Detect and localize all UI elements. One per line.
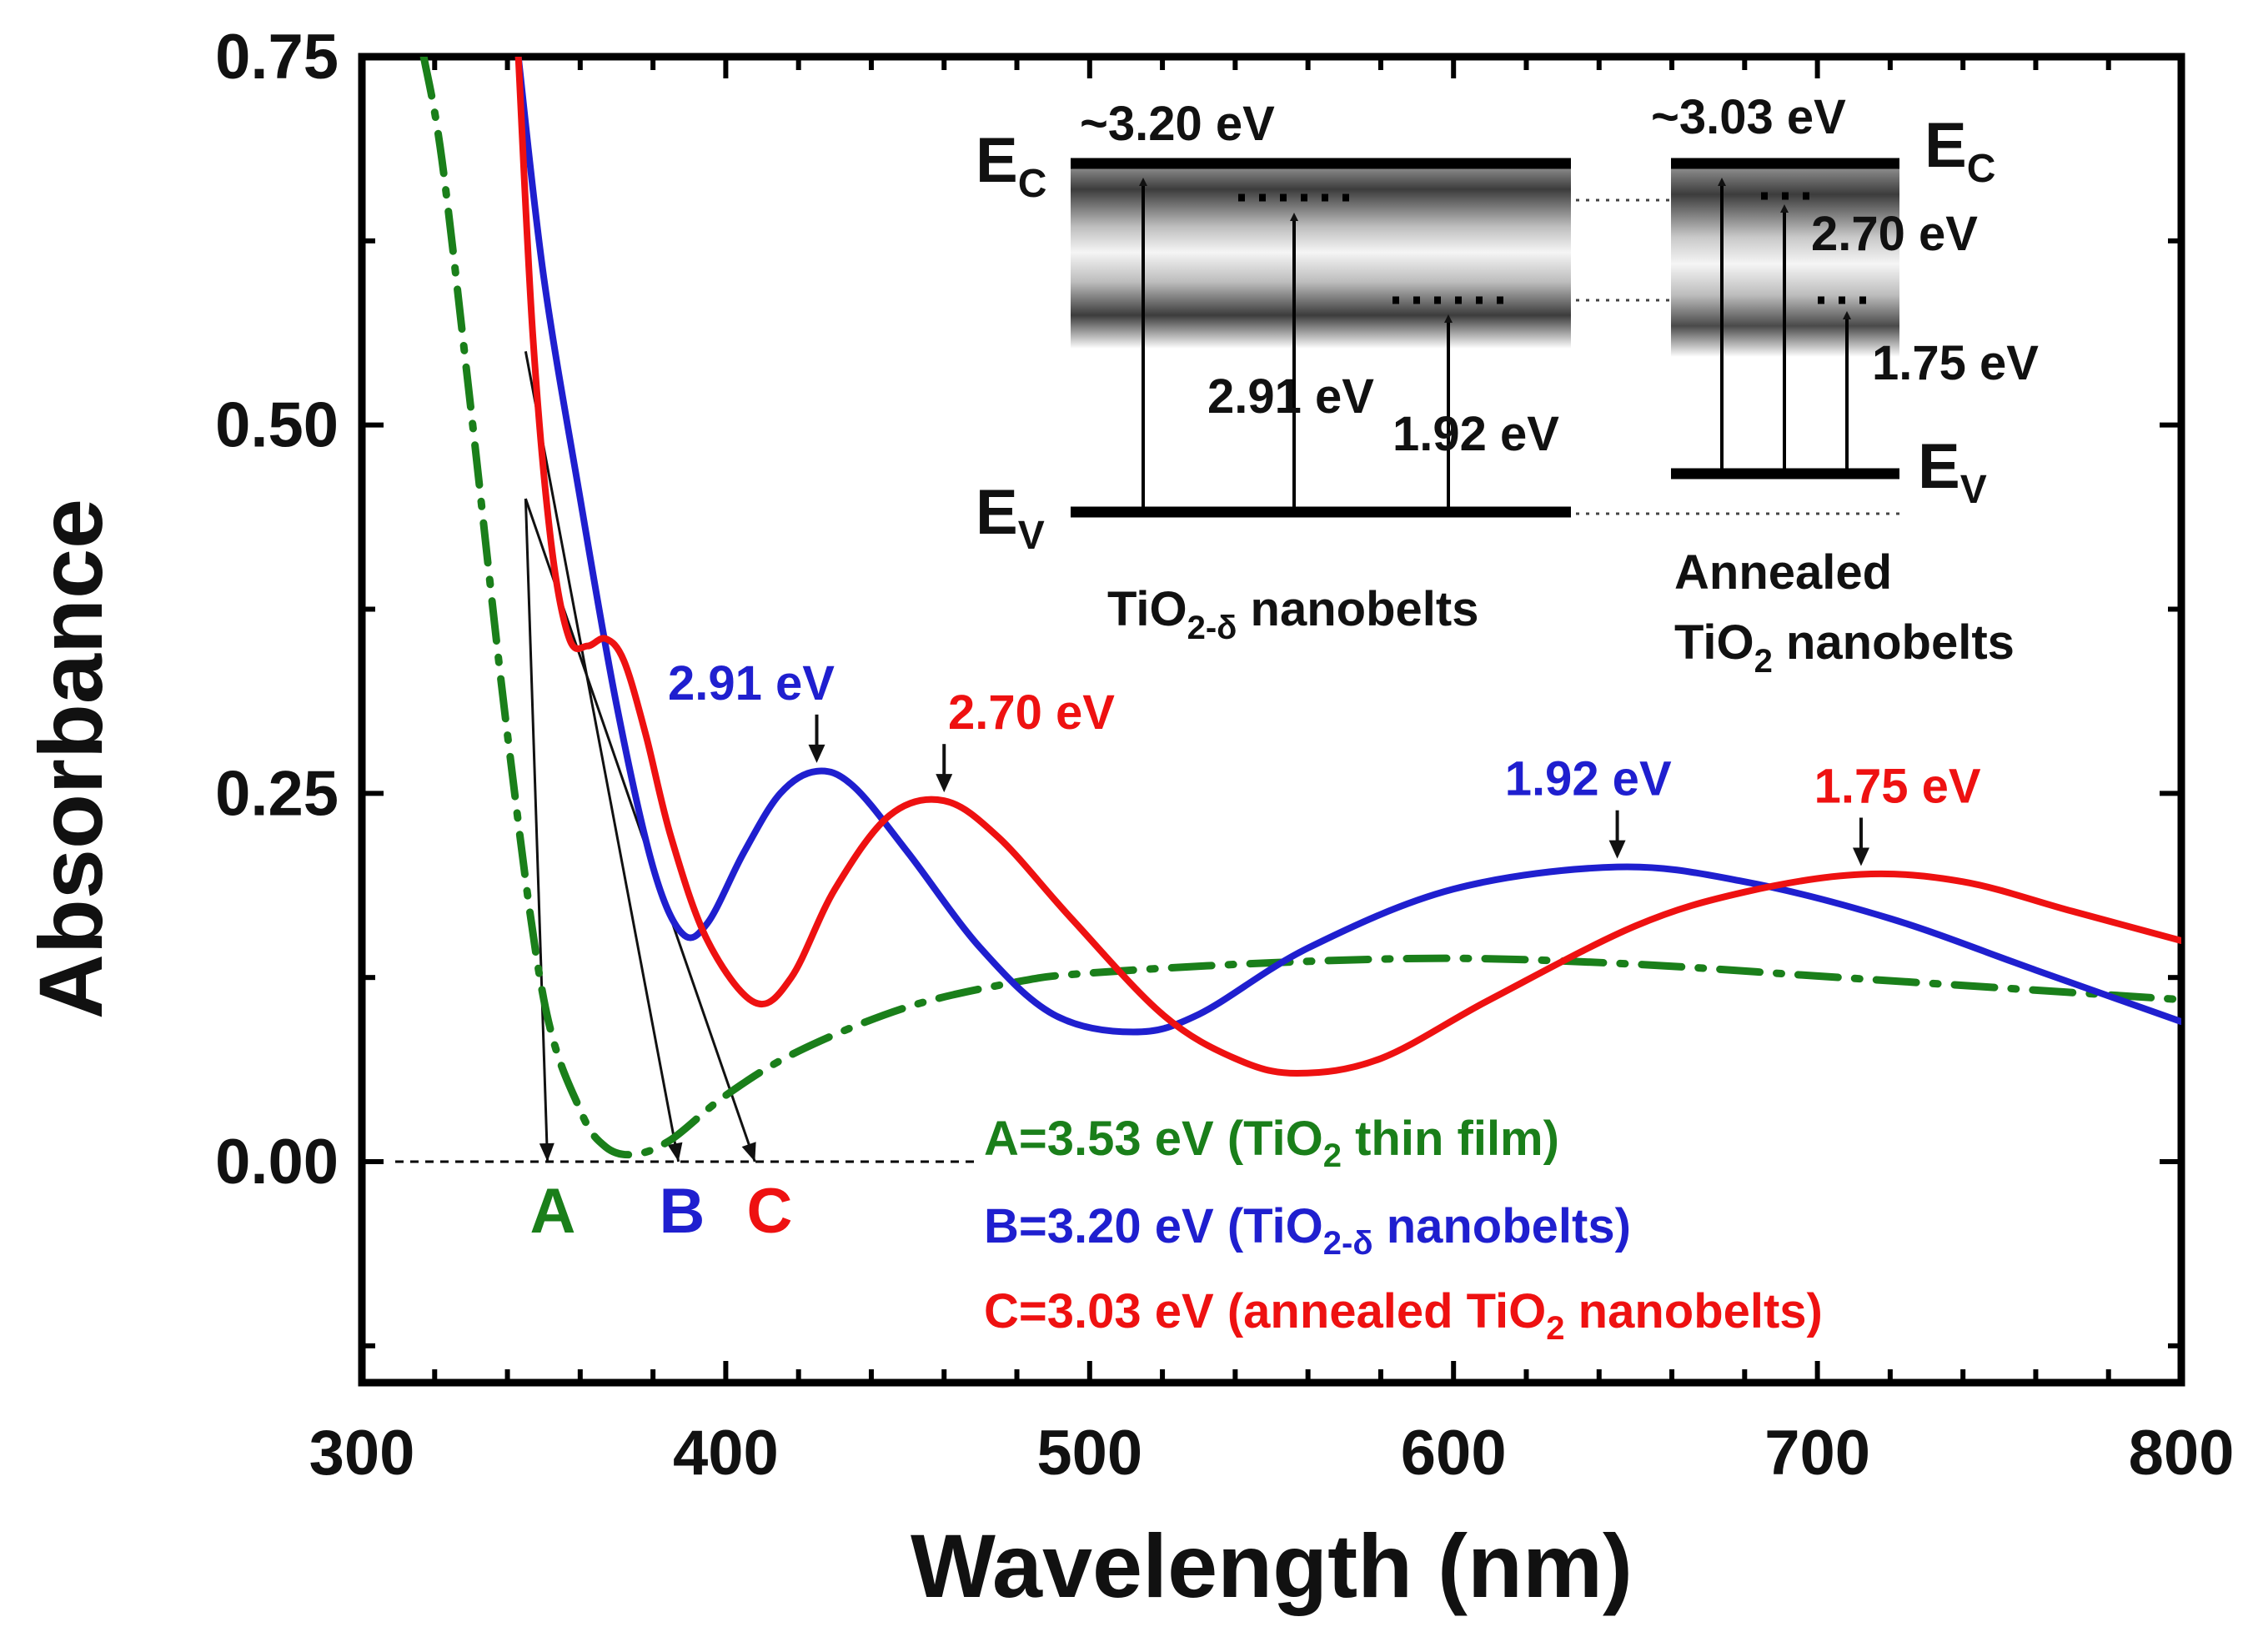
left-ec-label: EC (976, 125, 1046, 206)
peak-marker: 1.92 eV (1505, 752, 1672, 859)
axis-tick-labels: 300 400 500 600 700 800 0.00 0.25 0.50 0.75 (215, 22, 2234, 1489)
legend-a-text: A=3.53 eV (TiO (984, 1112, 1323, 1166)
legend-c-text: C=3.03 eV (annealed TiO (984, 1284, 1546, 1338)
peak-marker: 1.75 eV (1814, 760, 1981, 866)
legend-a-sub: 2 (1323, 1137, 1342, 1174)
right-ev-sub: V (1960, 468, 1987, 512)
label-a: A (530, 1176, 576, 1247)
axis-ticks (359, 54, 2184, 1383)
peak-arrowhead (1852, 847, 1869, 866)
right-caption-line2: TiO2 nanobelts (1674, 615, 2015, 680)
left-ev-label: EV (976, 477, 1045, 558)
legend-entry-b: B=3.20 eV (TiO2-δ nanobelts) (984, 1199, 1631, 1262)
x-tick-label: 700 (1764, 1418, 1870, 1489)
extrapolation-arrowhead (667, 1142, 683, 1162)
extrapolation-b (524, 351, 683, 1162)
right-ev-e: E (1918, 431, 1960, 502)
left-top-energy: ~3.20 eV (1080, 97, 1275, 151)
y-tick-label: 0.75 (215, 22, 339, 93)
peak-label: 2.70 eV (948, 685, 1115, 740)
peak-label: 1.75 eV (1814, 760, 1981, 814)
legend-b-post: nanobelts) (1373, 1199, 1631, 1253)
left-ev-e: E (976, 477, 1018, 548)
band-diagram-inset: ~3.20 eV EC EV 2.91 eV 1.92 eV TiO2-δ na… (976, 90, 2039, 680)
left-transition-192: 1.92 eV (1392, 407, 1559, 461)
left-band-gradient (1071, 163, 1571, 349)
extrapolation-arrowhead (741, 1142, 756, 1162)
legend-c-sub: 2 (1546, 1310, 1564, 1347)
peak-arrowhead (808, 744, 825, 763)
right-top-energy: ~3.03 eV (1651, 90, 1846, 144)
extrapolation-line (524, 351, 680, 1162)
legend: A=3.53 eV (TiO2 thin film) B=3.20 eV (Ti… (984, 1112, 1823, 1347)
x-tick-label: 400 (673, 1418, 779, 1489)
legend-entry-c: C=3.03 eV (annealed TiO2 nanobelts) (984, 1284, 1823, 1347)
peak-markers: 2.91 eV 2.70 eV 1.92 eV 1.75 eV (668, 656, 1981, 866)
label-c: C (747, 1176, 793, 1247)
series-layer (419, 57, 2181, 1159)
label-b: B (660, 1176, 705, 1247)
x-tick-label: 800 (2129, 1418, 2235, 1489)
peak-label: 2.91 eV (668, 656, 835, 711)
right-caption-line1: Annealed (1674, 545, 1892, 600)
right-transition-270: 2.70 eV (1811, 207, 1978, 261)
right-caption-sub: 2 (1754, 643, 1773, 680)
left-ec-e: E (976, 125, 1018, 196)
y-tick-label: 0.00 (215, 1127, 339, 1198)
right-transition-175: 1.75 eV (1872, 336, 2039, 390)
plot-frame (358, 53, 2185, 1387)
legend-b-text: B=3.20 eV (TiO (984, 1199, 1323, 1253)
peak-label: 1.92 eV (1505, 752, 1672, 806)
left-ev-sub: V (1018, 514, 1045, 558)
left-ec-sub: C (1018, 162, 1047, 206)
y-tick-label: 0.50 (215, 390, 339, 461)
legend-entry-a: A=3.53 eV (TiO2 thin film) (984, 1112, 1559, 1174)
left-caption-pre: TiO (1107, 582, 1187, 636)
extrapolation-lines (524, 351, 756, 1162)
left-caption-sub: 2-δ (1187, 610, 1237, 646)
x-tick-label: 500 (1036, 1418, 1142, 1489)
right-caption-post: nanobelts (1773, 615, 2015, 670)
y-axis-title: Absorbance (20, 499, 121, 1019)
peak-marker: 2.70 eV (936, 685, 1115, 793)
peak-arrowhead (1608, 840, 1626, 859)
extrapolation-arrowhead (539, 1142, 554, 1162)
y-tick-label: 0.25 (215, 758, 339, 829)
right-ec-sub: C (1967, 147, 1996, 191)
series-line-0 (419, 57, 2181, 1159)
legend-b-sub: 2-δ (1323, 1225, 1373, 1262)
legend-c-post: nanobelts) (1565, 1284, 1823, 1338)
left-caption-post: nanobelts (1237, 582, 1478, 636)
extrapolation-line (524, 498, 549, 1162)
series-line-1 (514, 57, 2181, 1036)
right-ec-label: EC (1924, 110, 1995, 191)
left-caption: TiO2-δ nanobelts (1107, 582, 1478, 646)
right-ec-e: E (1924, 110, 1967, 181)
right-ev-label: EV (1918, 431, 1987, 512)
peak-marker: 2.91 eV (668, 656, 835, 763)
x-tick-label: 600 (1401, 1418, 1507, 1489)
x-axis-title: Wavelength (nm) (911, 1515, 1633, 1616)
right-caption-pre: TiO (1674, 615, 1754, 670)
x-tick-label: 300 (309, 1418, 415, 1489)
peak-arrowhead (936, 774, 953, 793)
extrapolation-a (524, 498, 554, 1162)
series-line-2 (514, 57, 2181, 1077)
legend-a-post: thin film) (1342, 1112, 1559, 1166)
left-transition-291: 2.91 eV (1207, 369, 1374, 424)
